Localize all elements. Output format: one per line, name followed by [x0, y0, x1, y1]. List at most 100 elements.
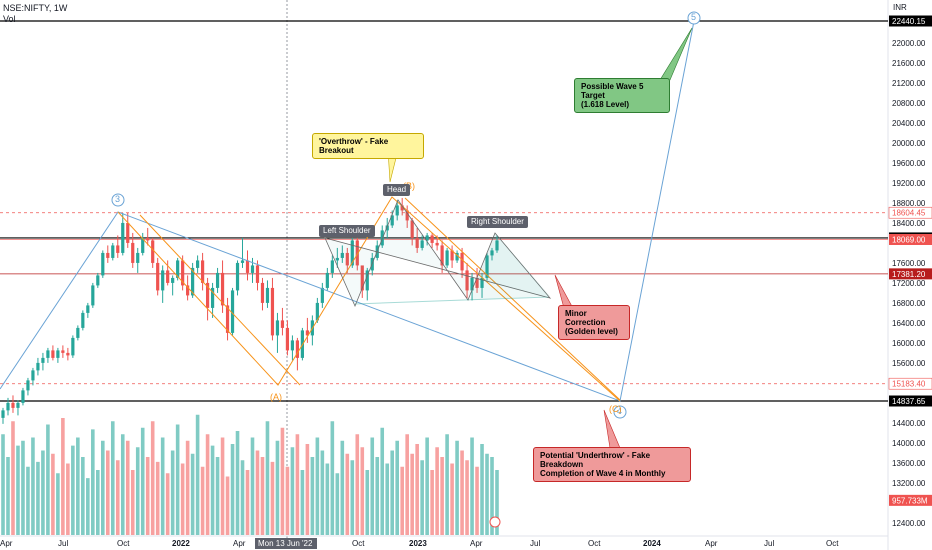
candle-body	[475, 277, 479, 288]
underthrow-line1: Potential 'Underthrow' - Fake Breakdown	[540, 451, 651, 469]
volume-bar	[320, 450, 325, 535]
volume-bar	[460, 450, 464, 535]
right-shoulder-fill	[470, 233, 550, 300]
candle-body	[415, 237, 419, 248]
volume-bar	[290, 447, 295, 535]
candle-body	[215, 272, 220, 288]
volume-bar	[36, 461, 40, 535]
volume-bar	[105, 450, 110, 535]
candle-body	[46, 350, 50, 358]
volume-bar	[76, 437, 80, 535]
underthrow-note[interactable]: Potential 'Underthrow' - Fake Breakdown …	[533, 447, 691, 482]
y-tick-label: 22000.00	[892, 39, 926, 48]
waveA-label: (A)	[270, 392, 282, 402]
drawings	[0, 11, 701, 528]
candle-body	[66, 352, 70, 356]
minor-correction-line2: (Golden level)	[565, 327, 618, 336]
candle-body	[11, 402, 15, 408]
volume-bar	[16, 445, 20, 535]
volume-label[interactable]: Vol	[3, 14, 16, 24]
x-tick-label: Oct	[826, 539, 839, 548]
candle-body	[495, 240, 499, 251]
price-levels: 22440.1518604.4518100.0018069.0017381.20…	[0, 15, 932, 506]
volume-bar	[390, 450, 395, 535]
candle-body	[490, 250, 494, 256]
volume-bar	[180, 463, 185, 535]
candle-body	[101, 252, 105, 276]
overthrow-note[interactable]: 'Overthrow' - Fake Breakout	[312, 133, 424, 159]
volume-bar	[295, 434, 300, 535]
price-level-box	[889, 268, 932, 280]
volume-bar	[46, 424, 50, 535]
symbol-title[interactable]: NSE:NIFTY, 1W	[3, 3, 68, 13]
volume-bar	[190, 453, 195, 535]
candle-body	[181, 260, 185, 286]
y-tick-label: 12400.00	[892, 519, 926, 528]
candle-body	[350, 240, 354, 266]
waveC-label: (C)	[609, 404, 622, 414]
volume-bar	[86, 478, 90, 535]
volume-bar	[315, 437, 320, 535]
candle-body	[81, 312, 85, 328]
candle-body	[225, 305, 230, 333]
price-level-box	[889, 395, 932, 407]
x-tick-label: Oct	[588, 539, 601, 548]
candle-body	[305, 330, 309, 336]
volume-bar	[51, 453, 55, 535]
candle-body	[116, 245, 120, 253]
price-level-label: 22440.15	[892, 17, 926, 26]
volume-bar	[210, 445, 215, 535]
candle-body	[270, 287, 275, 336]
y-tick-label: 15600.00	[892, 359, 926, 368]
volume-bar	[380, 427, 385, 535]
candle-body	[455, 252, 459, 261]
volume-bar	[235, 431, 240, 535]
candle-body	[245, 260, 250, 273]
channel-orange-1	[139, 214, 301, 386]
volume-bar	[410, 453, 414, 535]
candle-body	[290, 340, 295, 351]
candle-body	[96, 275, 100, 286]
candle-body	[71, 337, 75, 356]
candle-body	[220, 272, 225, 306]
volume-bar	[465, 460, 469, 535]
x-tick-label: 2023	[409, 539, 427, 548]
wave3-label: 3	[115, 194, 121, 204]
candle-body	[200, 260, 205, 283]
wave4-label: 4	[617, 406, 623, 416]
candle-body	[480, 277, 484, 288]
volume-bar	[400, 466, 404, 535]
candle-body	[420, 240, 424, 248]
volume-bar	[470, 437, 474, 535]
candle-body	[410, 220, 414, 238]
candle-body	[176, 260, 180, 278]
candle-body	[146, 237, 150, 241]
candle-body	[26, 380, 30, 391]
candle-body	[230, 290, 235, 333]
candle-body	[400, 205, 404, 211]
candle-body	[56, 350, 60, 358]
volume-bar	[275, 440, 280, 535]
price-level-label: 957.733M	[892, 496, 928, 505]
price-level-box	[889, 233, 932, 245]
minor-correction-note[interactable]: Minor Correction (Golden level)	[558, 305, 630, 340]
volume-bar	[270, 461, 275, 535]
volume-bar	[200, 466, 205, 535]
volume-bar	[195, 414, 200, 535]
price-level-box	[889, 494, 932, 506]
head-tag: Head	[383, 184, 411, 196]
volume-bar	[385, 463, 390, 535]
candle-body	[21, 390, 25, 403]
wave5-target-note[interactable]: Possible Wave 5 Target (1.618 Level)	[574, 78, 670, 113]
volume-bar	[165, 473, 170, 535]
minor-correction-line1: Minor Correction	[565, 309, 606, 327]
x-tick-label: Jul	[764, 539, 774, 548]
volume-bar	[96, 470, 100, 535]
price-level-label: 18069.00	[892, 235, 926, 244]
candle-body	[285, 327, 290, 351]
y-tick-label: 21200.00	[892, 79, 926, 88]
candle-body	[235, 262, 240, 291]
volume-bar	[260, 457, 265, 535]
y-tick-label: 14400.00	[892, 419, 926, 428]
